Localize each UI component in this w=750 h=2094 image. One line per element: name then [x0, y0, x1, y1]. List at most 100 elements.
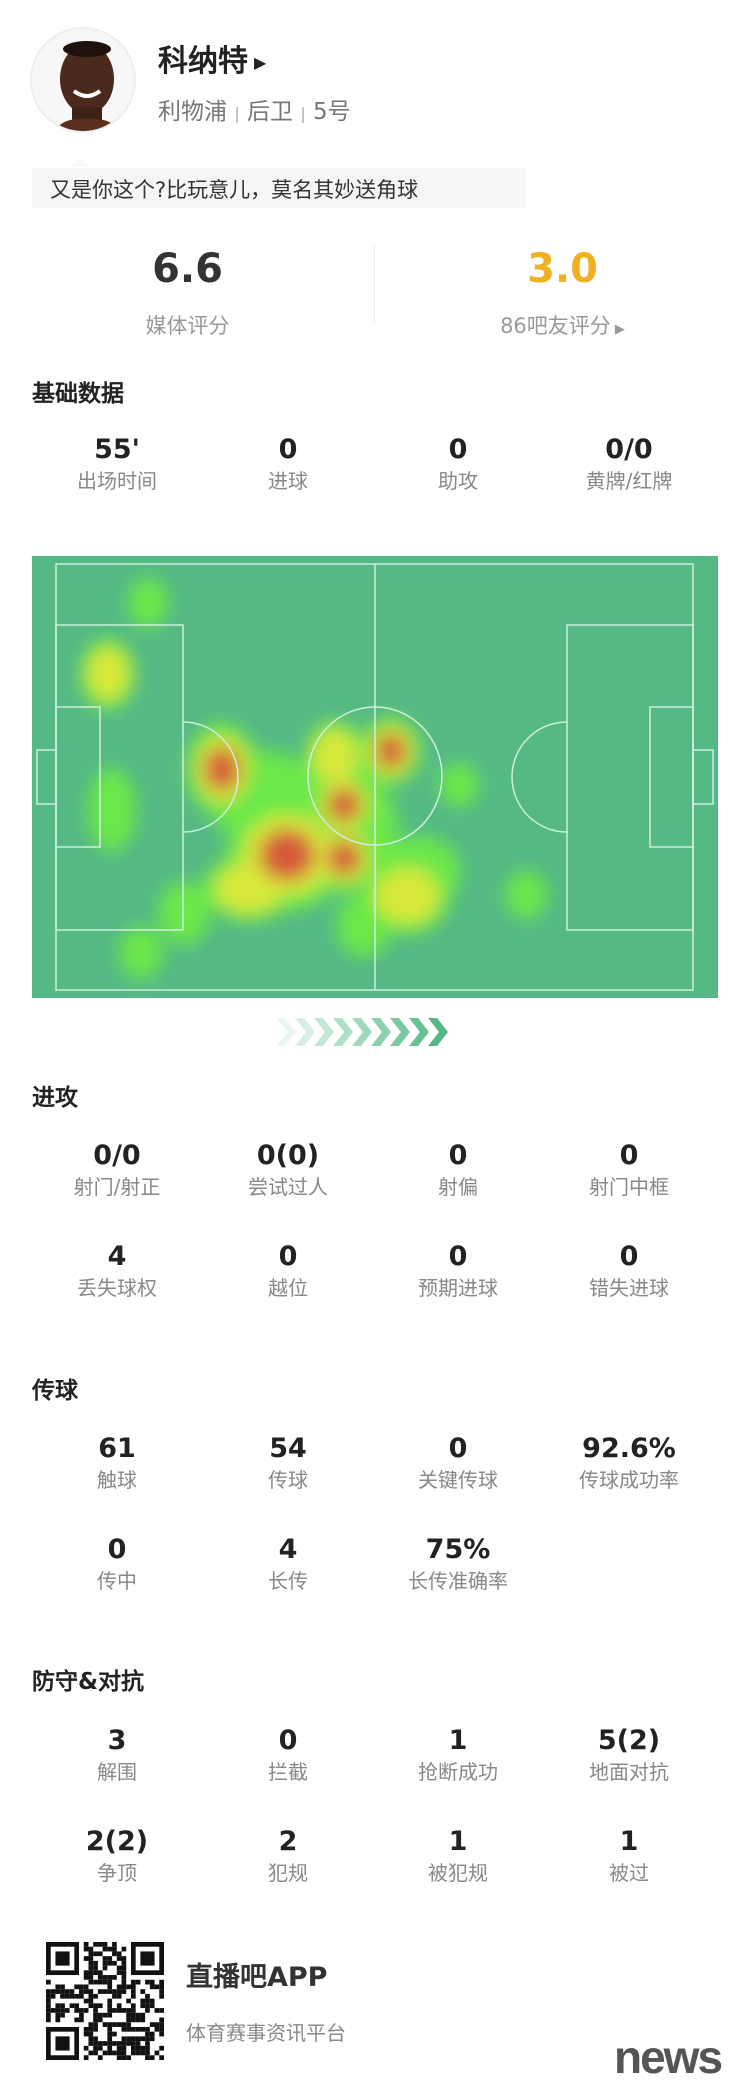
stat-label: 传球 — [268, 1468, 308, 1492]
heat-blob — [374, 867, 440, 925]
qr-finder — [46, 1942, 80, 1976]
stat-value: 61 — [98, 1433, 136, 1464]
section-title-passing: 传球 — [32, 1378, 78, 1404]
stat-value: 1 — [619, 1826, 639, 1857]
heat-blob — [312, 729, 358, 783]
qr-finder — [46, 2026, 80, 2060]
app-subtitle: 体育赛事资讯平台 — [186, 2021, 346, 2045]
heat-blob — [88, 768, 136, 852]
stat-defense: 5(2) 地面对抗 — [544, 1725, 714, 1785]
stat-passing: 92.6% 传球成功率 — [544, 1433, 714, 1493]
stat-label: 关键传球 — [418, 1468, 498, 1492]
stat-label: 丢失球权 — [77, 1276, 157, 1300]
stat-value: 4 — [107, 1241, 127, 1272]
stat-value: 4 — [278, 1534, 298, 1565]
stat-label: 犯规 — [268, 1861, 308, 1885]
stat-value: 0 — [278, 1241, 298, 1272]
stat-label: 助攻 — [438, 469, 478, 493]
heat-blob — [336, 893, 392, 957]
attack-direction-arrows — [276, 1018, 448, 1046]
stat-value: 1 — [448, 1725, 468, 1756]
stat-value: 0/0 — [93, 1140, 141, 1171]
heat-blob — [119, 927, 163, 979]
stat-label: 地面对抗 — [589, 1760, 669, 1784]
section-title-defense: 防守&对抗 — [32, 1669, 145, 1695]
heat-blob — [326, 840, 362, 876]
club: 利物浦 — [158, 99, 227, 125]
stat-attack: 0(0) 尝试过人 — [203, 1140, 373, 1200]
heat-blob — [439, 763, 479, 807]
stat-label: 射门中框 — [589, 1175, 669, 1199]
stat-value: 0 — [278, 434, 298, 465]
stat-label: 进球 — [268, 469, 308, 493]
divider — [374, 244, 375, 324]
arrow-right-icon: ▶ — [610, 322, 625, 337]
stat-passing: 75% 长传准确率 — [373, 1534, 543, 1594]
stat-value: 54 — [269, 1433, 307, 1464]
stat-value: 0 — [107, 1534, 127, 1565]
pitch-lines — [36, 563, 714, 991]
stat-passing: 61 触球 — [32, 1433, 202, 1493]
stat-label: 尝试过人 — [248, 1175, 328, 1199]
player-name[interactable]: 科纳特 ▶ — [158, 44, 267, 79]
section-title-basic: 基础数据 — [32, 381, 124, 407]
stat-label: 黄牌/红牌 — [585, 469, 673, 493]
player-photo — [54, 41, 120, 131]
stat-label: 触球 — [97, 1468, 137, 1492]
stat-value: 0 — [448, 1140, 468, 1171]
chevron-right-icon — [409, 1018, 429, 1046]
stat-label: 预期进球 — [418, 1276, 498, 1300]
stat-passing: 0 传中 — [32, 1534, 202, 1594]
chevron-right-icon — [333, 1018, 353, 1046]
stat-defense: 1 被犯规 — [373, 1826, 543, 1886]
qr-finder — [130, 1942, 164, 1976]
player-meta: 利物浦 | 后卫 | 5号 — [158, 99, 351, 125]
play-arrow-icon: ▶ — [254, 53, 267, 72]
qr-code[interactable] — [46, 1942, 164, 2060]
stat-defense: 1 被过 — [544, 1826, 714, 1886]
heat-blob — [86, 647, 130, 701]
stat-attack: 0 预期进球 — [373, 1241, 543, 1301]
stat-label: 错失进球 — [589, 1276, 669, 1300]
stat-value: 0 — [448, 1433, 468, 1464]
stat-basic: 0/0 黄牌/红牌 — [544, 434, 714, 494]
stat-value: 55' — [94, 434, 140, 465]
stat-value: 0 — [278, 1725, 298, 1756]
watermark: news — [614, 2031, 723, 2083]
stat-label: 长传准确率 — [408, 1569, 508, 1593]
stat-basic: 0 进球 — [203, 434, 373, 494]
stat-value: 0(0) — [256, 1140, 320, 1171]
heatmap-pitch — [32, 556, 718, 998]
stat-defense: 0 拦截 — [203, 1725, 373, 1785]
stat-label: 传中 — [97, 1569, 137, 1593]
stat-basic: 55' 出场时间 — [32, 434, 202, 494]
section-title-attack: 进攻 — [32, 1085, 78, 1111]
heat-blob — [327, 788, 361, 822]
stat-value: 0 — [619, 1140, 639, 1171]
player-avatar[interactable] — [30, 27, 136, 133]
stat-defense: 3 解围 — [32, 1725, 202, 1785]
heat-blob — [375, 733, 407, 769]
chevron-right-icon — [314, 1018, 334, 1046]
fan-rating: 3.0 — [527, 246, 598, 292]
stat-label: 射偏 — [438, 1175, 478, 1199]
stat-value: 2 — [278, 1826, 298, 1857]
stat-label: 传球成功率 — [579, 1468, 679, 1492]
heat-blob — [204, 747, 240, 791]
chevron-right-icon — [428, 1018, 448, 1046]
stat-value: 75% — [425, 1534, 491, 1565]
heat-blob — [215, 862, 283, 914]
stat-defense: 1 抢断成功 — [373, 1725, 543, 1785]
stat-attack: 0 错失进球 — [544, 1241, 714, 1301]
stat-attack: 0 射门中框 — [544, 1140, 714, 1200]
stat-label: 争顶 — [97, 1861, 137, 1885]
stat-value: 92.6% — [582, 1433, 676, 1464]
media-rating: 6.6 — [152, 246, 223, 292]
stat-label: 射门/射正 — [73, 1175, 161, 1199]
stat-label: 被过 — [609, 1861, 649, 1885]
stat-attack: 4 丢失球权 — [32, 1241, 202, 1301]
fan-rating-link[interactable]: 86吧友评分 ▶ — [500, 314, 625, 338]
stat-value: 1 — [448, 1826, 468, 1857]
stat-label: 长传 — [268, 1569, 308, 1593]
chevron-right-icon — [371, 1018, 391, 1046]
